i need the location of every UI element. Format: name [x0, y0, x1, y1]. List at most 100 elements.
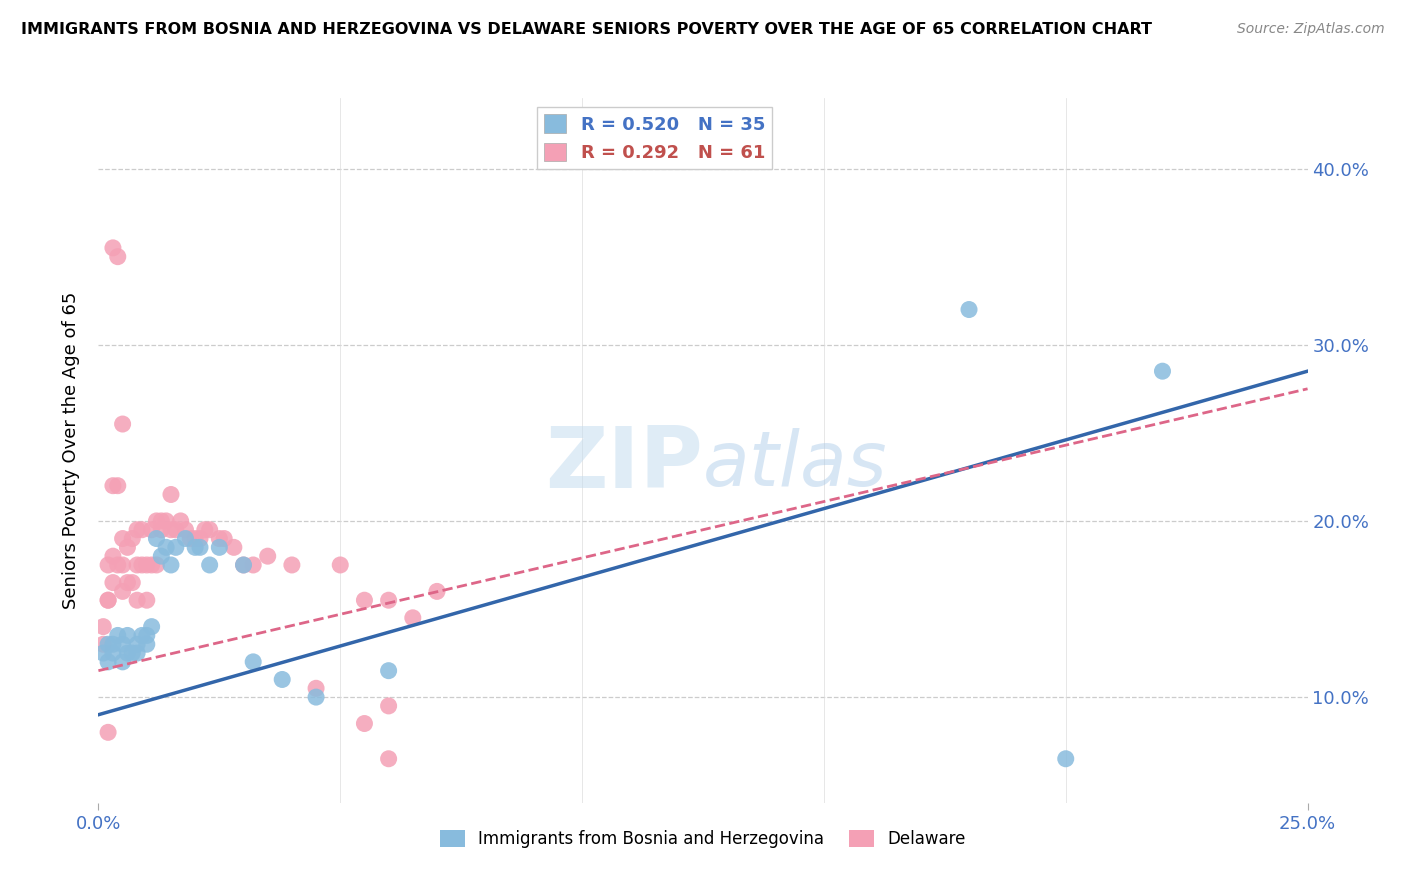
Point	[101, 575, 124, 590]
Point	[117, 646, 139, 660]
Point	[107, 250, 129, 264]
Point	[111, 655, 134, 669]
Point	[131, 523, 153, 537]
Point	[135, 637, 157, 651]
Point	[97, 655, 120, 669]
Point	[281, 558, 304, 572]
Point	[305, 681, 328, 696]
Point	[127, 523, 149, 537]
Point	[377, 593, 399, 607]
Point	[1054, 752, 1077, 766]
Point	[155, 514, 177, 528]
Point	[135, 593, 157, 607]
Text: ZIP: ZIP	[546, 423, 703, 506]
Point	[271, 673, 294, 687]
Point	[188, 541, 211, 555]
Point	[957, 302, 980, 317]
Point	[377, 752, 399, 766]
Text: IMMIGRANTS FROM BOSNIA AND HERZEGOVINA VS DELAWARE SENIORS POVERTY OVER THE AGE : IMMIGRANTS FROM BOSNIA AND HERZEGOVINA V…	[21, 22, 1152, 37]
Point	[127, 593, 149, 607]
Point	[97, 637, 120, 651]
Point	[169, 514, 191, 528]
Point	[121, 646, 143, 660]
Point	[135, 628, 157, 642]
Point	[101, 646, 124, 660]
Point	[150, 523, 173, 537]
Point	[107, 558, 129, 572]
Point	[111, 532, 134, 546]
Point	[232, 558, 254, 572]
Point	[121, 575, 143, 590]
Text: atlas: atlas	[703, 427, 887, 501]
Point	[117, 628, 139, 642]
Point	[111, 417, 134, 431]
Point	[198, 523, 221, 537]
Y-axis label: Seniors Poverty Over the Age of 65: Seniors Poverty Over the Age of 65	[62, 292, 80, 609]
Point	[141, 619, 163, 633]
Point	[111, 637, 134, 651]
Point	[141, 523, 163, 537]
Point	[101, 549, 124, 564]
Point	[145, 514, 167, 528]
Point	[377, 664, 399, 678]
Point	[212, 532, 235, 546]
Point	[117, 575, 139, 590]
Point	[131, 628, 153, 642]
Point	[232, 558, 254, 572]
Point	[179, 532, 201, 546]
Point	[127, 558, 149, 572]
Point	[256, 549, 278, 564]
Point	[145, 532, 167, 546]
Point	[208, 532, 231, 546]
Point	[198, 558, 221, 572]
Point	[174, 532, 197, 546]
Legend: Immigrants from Bosnia and Herzegovina, Delaware: Immigrants from Bosnia and Herzegovina, …	[433, 822, 973, 855]
Point	[194, 523, 217, 537]
Point	[165, 523, 187, 537]
Point	[135, 558, 157, 572]
Point	[97, 725, 120, 739]
Point	[242, 655, 264, 669]
Point	[1152, 364, 1174, 378]
Point	[353, 593, 375, 607]
Point	[91, 637, 114, 651]
Point	[127, 637, 149, 651]
Point	[402, 611, 425, 625]
Point	[107, 628, 129, 642]
Point	[160, 487, 183, 501]
Point	[91, 619, 114, 633]
Point	[127, 646, 149, 660]
Point	[111, 584, 134, 599]
Point	[426, 584, 449, 599]
Point	[101, 637, 124, 651]
Point	[165, 541, 187, 555]
Point	[150, 514, 173, 528]
Point	[145, 558, 167, 572]
Point	[101, 241, 124, 255]
Point	[141, 558, 163, 572]
Point	[155, 541, 177, 555]
Point	[97, 593, 120, 607]
Point	[184, 541, 207, 555]
Point	[160, 523, 183, 537]
Point	[150, 549, 173, 564]
Point	[208, 541, 231, 555]
Point	[353, 716, 375, 731]
Point	[107, 478, 129, 492]
Point	[97, 593, 120, 607]
Point	[111, 558, 134, 572]
Point	[184, 532, 207, 546]
Point	[188, 532, 211, 546]
Point	[222, 541, 245, 555]
Text: Source: ZipAtlas.com: Source: ZipAtlas.com	[1237, 22, 1385, 37]
Point	[121, 532, 143, 546]
Point	[160, 558, 183, 572]
Point	[174, 523, 197, 537]
Point	[97, 558, 120, 572]
Point	[91, 646, 114, 660]
Point	[117, 541, 139, 555]
Point	[101, 478, 124, 492]
Point	[329, 558, 352, 572]
Point	[377, 698, 399, 713]
Point	[131, 558, 153, 572]
